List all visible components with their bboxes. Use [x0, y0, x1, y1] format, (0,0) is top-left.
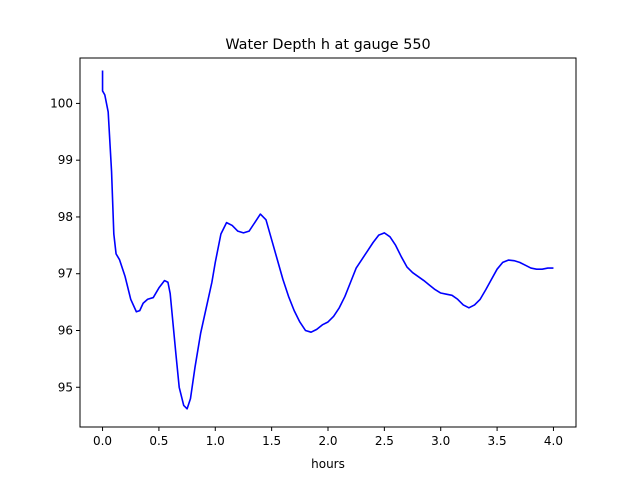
plot-area [101, 70, 554, 410]
x-tick-label: 2.5 [375, 434, 394, 448]
y-tick-label: 100 [50, 96, 73, 110]
x-tick-label: 3.0 [431, 434, 450, 448]
chart-title: Water Depth h at gauge 550 [225, 37, 430, 53]
y-tick-label: 96 [58, 323, 73, 337]
x-axis-label: hours [311, 457, 345, 471]
x-tick-label: 2.0 [318, 434, 337, 448]
series-line-0 [101, 70, 554, 410]
x-tick-label: 1.5 [262, 434, 281, 448]
x-tick-label: 3.5 [488, 434, 507, 448]
y-tick-label: 98 [58, 210, 73, 224]
axes-frame [79, 57, 577, 428]
x-tick-label: 0.0 [93, 434, 112, 448]
x-tick-label: 1.0 [206, 434, 225, 448]
x-tick-label: 4.0 [544, 434, 563, 448]
y-tick-label: 97 [58, 267, 73, 281]
x-axis-ticks: 0.0 0.5 1.0 1.5 2.0 2.5 3.0 3.5 4.0 [93, 427, 563, 448]
y-tick-label: 99 [58, 153, 73, 167]
x-tick-label: 0.5 [149, 434, 168, 448]
y-tick-label: 95 [58, 380, 73, 394]
y-axis-ticks: 95 96 97 98 99 100 [50, 96, 80, 394]
